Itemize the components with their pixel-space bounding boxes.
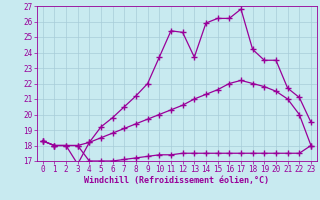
X-axis label: Windchill (Refroidissement éolien,°C): Windchill (Refroidissement éolien,°C) [84,176,269,185]
